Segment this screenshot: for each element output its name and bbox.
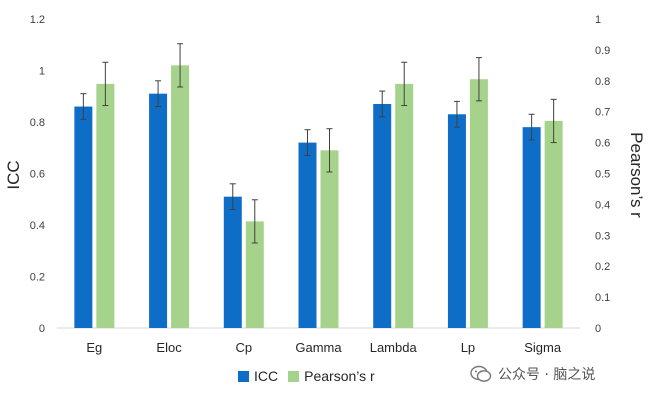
bar-pearson bbox=[544, 120, 563, 328]
y-tick-left: 1 bbox=[39, 66, 45, 78]
legend-item-icc: ICC bbox=[238, 368, 278, 384]
bar-icc bbox=[149, 93, 168, 328]
bar-icc bbox=[373, 103, 392, 328]
legend-item-pearson: Pearson’s r bbox=[288, 368, 375, 384]
legend-swatch-pearson bbox=[288, 370, 300, 382]
tick-labels: 0 0.2 0.4 0.6 0.8 1 1.2 0 0.1 0.2 0.3 0.4 0.5 0.6 0.7 0… bbox=[30, 14, 611, 355]
legend-label-icc: ICC bbox=[254, 368, 279, 384]
x-tick-label: Lambda bbox=[370, 340, 418, 355]
watermark: 公众号 · 脑之说 bbox=[470, 364, 595, 384]
y-tick-right: 0 bbox=[595, 323, 601, 335]
y-tick-right: 0.7 bbox=[595, 107, 610, 119]
y-axis-title-right: Pearson’s r bbox=[627, 132, 646, 218]
bars bbox=[74, 65, 563, 329]
y-tick-left: 0.8 bbox=[30, 117, 45, 129]
bar-pearson bbox=[395, 83, 414, 328]
bar-icc bbox=[298, 142, 317, 328]
legend-label-pearson: Pearson’s r bbox=[304, 368, 375, 384]
y-tick-right: 0.8 bbox=[595, 76, 610, 88]
y-tick-left: 0.4 bbox=[30, 220, 45, 232]
y-tick-right: 0.6 bbox=[595, 138, 610, 150]
bar-pearson bbox=[245, 221, 264, 328]
y-tick-right: 0.4 bbox=[595, 199, 610, 211]
bar-icc bbox=[447, 114, 466, 329]
watermark-text: 公众号 · 脑之说 bbox=[498, 367, 596, 383]
y-axis-title-left: ICC bbox=[4, 160, 23, 189]
y-tick-right: 0.3 bbox=[595, 230, 610, 242]
y-tick-right: 1 bbox=[595, 14, 601, 26]
y-tick-right: 0.1 bbox=[595, 292, 610, 304]
y-tick-left: 0.6 bbox=[30, 169, 45, 181]
bar-pearson bbox=[96, 83, 115, 328]
y-tick-left: 1.2 bbox=[30, 14, 45, 26]
bar-icc bbox=[74, 106, 93, 328]
x-tick-label: Cp bbox=[235, 340, 252, 355]
x-tick-label: Eloc bbox=[156, 340, 182, 355]
y-tick-right: 0.5 bbox=[595, 169, 610, 181]
wechat-icon bbox=[470, 365, 492, 382]
x-tick-label: Eg bbox=[86, 340, 102, 355]
bar-pearson bbox=[171, 65, 190, 328]
bar-pearson bbox=[320, 150, 339, 328]
y-tick-right: 0.2 bbox=[595, 261, 610, 273]
y-tick-left: 0.2 bbox=[30, 272, 45, 284]
legend-swatch-icc bbox=[238, 370, 249, 382]
y-tick-left: 0 bbox=[39, 323, 45, 335]
x-tick-label: Lp bbox=[461, 340, 475, 355]
bar-pearson bbox=[469, 79, 488, 328]
legend: ICC Pearson’s r bbox=[238, 368, 385, 384]
error-bars bbox=[80, 43, 557, 244]
y-tick-right: 0.9 bbox=[595, 45, 610, 57]
bar-icc bbox=[522, 127, 541, 329]
x-tick-label: Gamma bbox=[295, 340, 342, 355]
x-tick-label: Sigma bbox=[524, 340, 562, 355]
bar-icc bbox=[223, 196, 242, 328]
